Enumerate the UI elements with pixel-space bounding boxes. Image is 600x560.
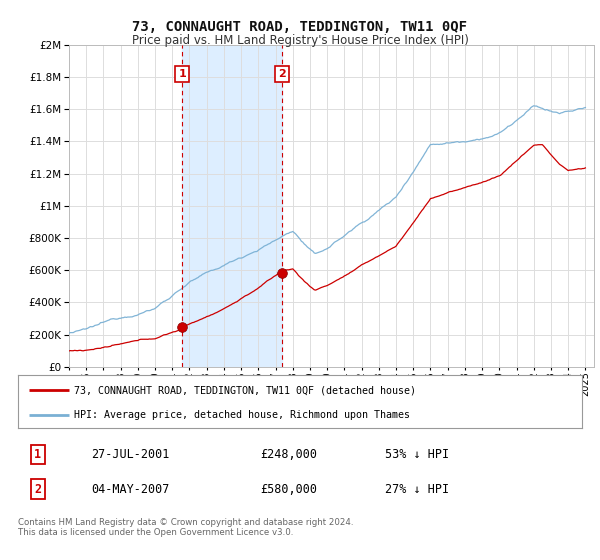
Text: 73, CONNAUGHT ROAD, TEDDINGTON, TW11 0QF (detached house): 73, CONNAUGHT ROAD, TEDDINGTON, TW11 0QF… [74,385,416,395]
Text: HPI: Average price, detached house, Richmond upon Thames: HPI: Average price, detached house, Rich… [74,410,410,420]
Bar [182,45,282,367]
Text: 04-MAY-2007: 04-MAY-2007 [91,483,170,496]
Text: 73, CONNAUGHT ROAD, TEDDINGTON, TW11 0QF: 73, CONNAUGHT ROAD, TEDDINGTON, TW11 0QF [133,20,467,34]
Text: 53% ↓ HPI: 53% ↓ HPI [385,448,449,461]
Text: £580,000: £580,000 [260,483,317,496]
Text: 1: 1 [178,69,186,79]
Text: 1: 1 [34,448,41,461]
Text: 27-JUL-2001: 27-JUL-2001 [91,448,170,461]
Text: Contains HM Land Registry data © Crown copyright and database right 2024.
This d: Contains HM Land Registry data © Crown c… [18,518,353,538]
Text: Price paid vs. HM Land Registry's House Price Index (HPI): Price paid vs. HM Land Registry's House … [131,34,469,46]
Text: 2: 2 [278,69,286,79]
Text: £248,000: £248,000 [260,448,317,461]
Text: 27% ↓ HPI: 27% ↓ HPI [385,483,449,496]
Text: 2: 2 [34,483,41,496]
